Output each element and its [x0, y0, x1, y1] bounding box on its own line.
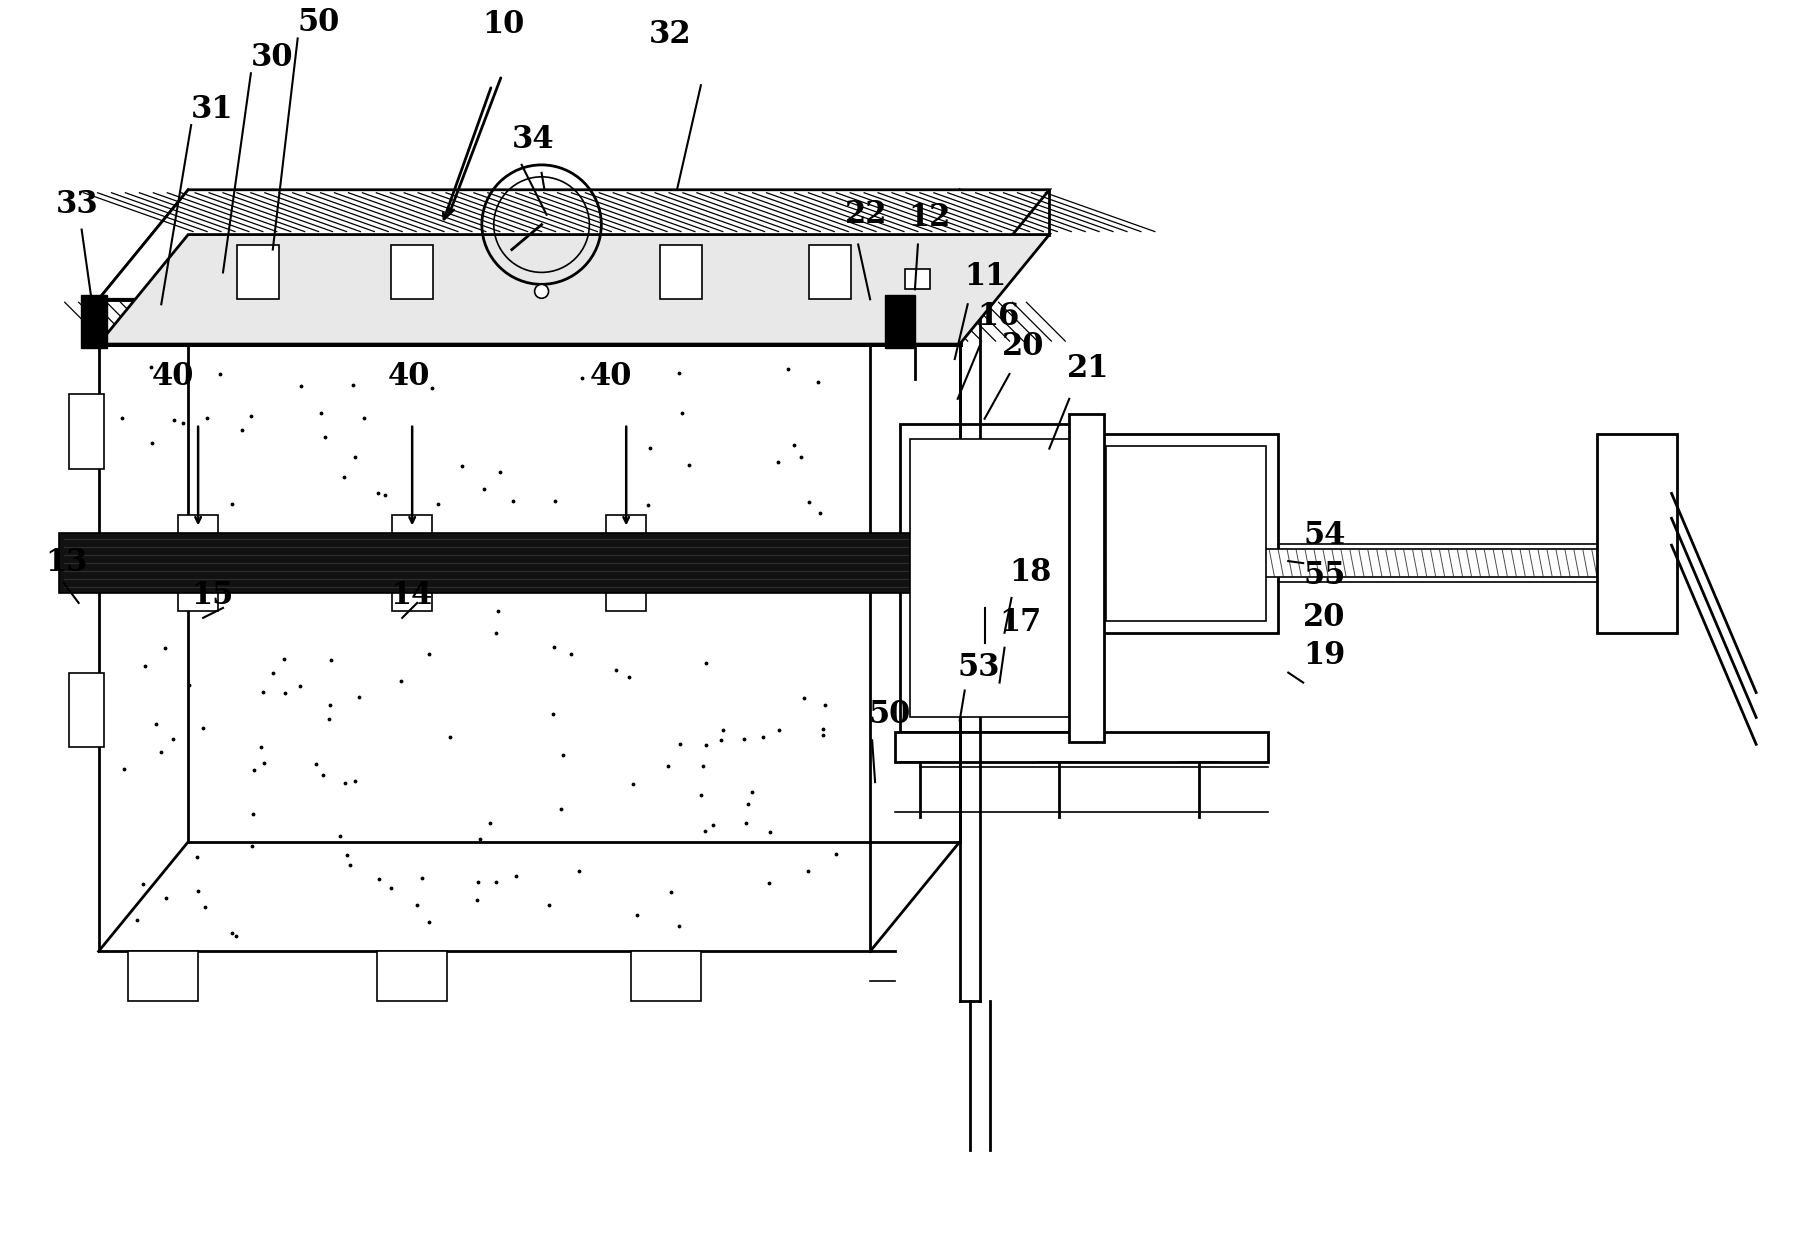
Polygon shape: [178, 593, 217, 611]
Text: 30: 30: [251, 43, 293, 73]
Text: 33: 33: [56, 189, 99, 220]
Polygon shape: [607, 593, 646, 611]
Text: 20: 20: [1303, 601, 1346, 633]
Text: 20: 20: [1002, 331, 1045, 362]
Text: 18: 18: [1009, 557, 1052, 587]
Polygon shape: [81, 296, 106, 348]
Text: 14: 14: [390, 580, 433, 611]
Polygon shape: [393, 593, 433, 611]
Text: 10: 10: [481, 9, 524, 40]
Polygon shape: [896, 732, 1269, 762]
Text: 15: 15: [190, 580, 233, 611]
Polygon shape: [99, 234, 1050, 345]
Text: 54: 54: [1303, 520, 1346, 551]
Text: 22: 22: [845, 199, 889, 230]
Polygon shape: [810, 244, 851, 299]
Polygon shape: [178, 516, 217, 533]
Polygon shape: [59, 533, 1104, 593]
Polygon shape: [99, 299, 960, 345]
Polygon shape: [391, 244, 433, 299]
Polygon shape: [607, 516, 646, 533]
Polygon shape: [632, 951, 700, 1001]
Text: 50: 50: [869, 699, 910, 731]
Text: 53: 53: [959, 652, 1000, 683]
Circle shape: [535, 284, 549, 298]
Polygon shape: [99, 299, 871, 951]
Text: 19: 19: [1303, 639, 1346, 671]
Text: 16: 16: [978, 301, 1020, 332]
Polygon shape: [377, 951, 447, 1001]
Text: 55: 55: [1303, 560, 1346, 591]
Polygon shape: [1070, 414, 1104, 742]
Text: 50: 50: [298, 8, 339, 39]
Text: 40: 40: [388, 361, 429, 391]
Polygon shape: [237, 244, 278, 299]
Polygon shape: [885, 296, 915, 348]
Text: 40: 40: [151, 361, 194, 391]
Polygon shape: [393, 516, 433, 533]
Text: 13: 13: [47, 547, 88, 577]
Polygon shape: [68, 394, 104, 468]
Text: 11: 11: [964, 262, 1007, 292]
Polygon shape: [68, 673, 104, 747]
Polygon shape: [905, 269, 930, 289]
Text: 31: 31: [190, 94, 233, 125]
Polygon shape: [661, 244, 702, 299]
Text: 40: 40: [589, 361, 632, 391]
Polygon shape: [1106, 445, 1265, 621]
Text: 32: 32: [650, 19, 691, 50]
Polygon shape: [99, 190, 1050, 299]
Polygon shape: [1095, 550, 1657, 577]
Polygon shape: [899, 424, 1095, 732]
Text: 17: 17: [1000, 606, 1041, 638]
Polygon shape: [910, 439, 1084, 717]
Text: 34: 34: [512, 125, 555, 155]
Text: 21: 21: [1068, 353, 1109, 384]
Text: 12: 12: [908, 201, 950, 233]
Polygon shape: [1598, 434, 1677, 633]
Polygon shape: [1095, 434, 1278, 633]
Polygon shape: [129, 951, 197, 1001]
